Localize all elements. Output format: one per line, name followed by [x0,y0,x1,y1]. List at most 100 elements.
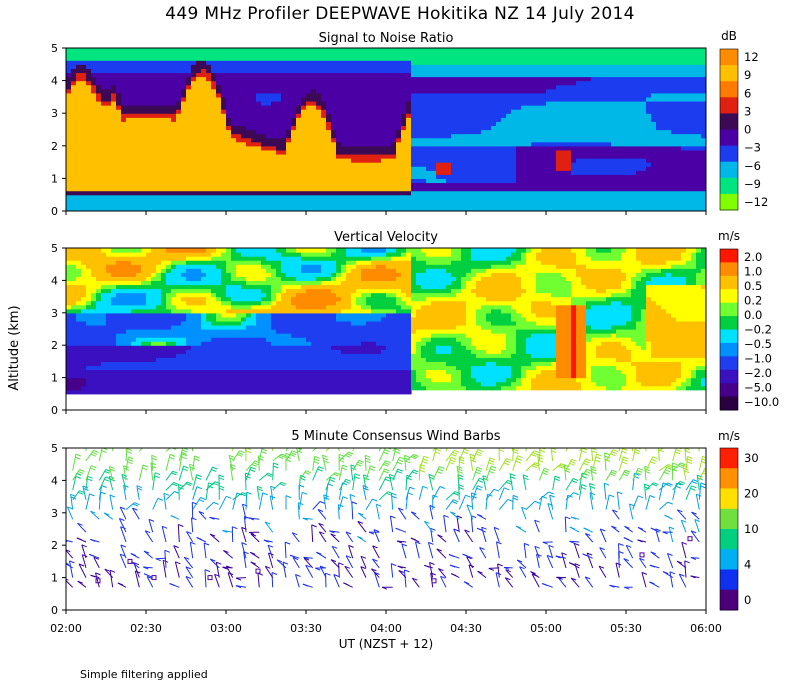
snr-cell [96,162,102,167]
snr-cell [181,48,187,53]
snr-cell [121,72,127,78]
snr-cell [246,80,252,86]
snr-cell [66,182,72,188]
snr-cell [301,158,307,163]
snr-cell [311,60,317,65]
snr-cell [361,113,367,118]
snr-cell [631,141,637,147]
snr-cell [576,198,582,204]
snr-cell [426,109,432,114]
snr-cell [161,92,167,98]
snr-cell [671,84,677,90]
snr-cell [441,80,447,86]
snr-cell [416,158,422,163]
snr-cell [671,76,677,82]
snr-cell [231,145,237,151]
snr-cell [471,109,477,114]
snr-cell [476,194,482,200]
snr-cell [511,76,517,82]
snr-cell [471,72,477,78]
snr-cell [306,141,312,147]
snr-cell [381,174,387,179]
snr-cell [111,141,117,147]
snr-cell [86,202,92,208]
snr-cell [486,80,492,86]
snr-cell [96,96,102,102]
snr-cell [516,52,522,57]
snr-cell [491,166,497,171]
snr-cell [641,56,647,61]
snr-cell [441,60,447,65]
snr-cell [241,174,247,179]
snr-cell [651,166,657,171]
snr-cell [261,133,267,139]
snr-cell [491,96,497,102]
snr-cell [126,206,132,211]
snr-cell [566,68,572,74]
snr-cell [176,52,182,57]
snr-cell [231,92,237,98]
snr-cell [466,48,472,53]
snr-cell [646,117,652,122]
snr-cell [186,100,192,106]
snr-cell [636,109,642,114]
snr-cell [201,96,207,102]
snr-cell [341,96,347,102]
snr-cell [446,52,452,57]
snr-cell [421,117,427,122]
snr-cell [71,129,77,135]
snr-cell [596,125,602,131]
snr-cell [216,68,222,74]
snr-cell [206,68,212,74]
snr-cell [656,153,662,159]
snr-cell [481,60,487,65]
snr-cell [386,125,392,131]
snr-cell [526,105,532,110]
snr-cell [336,141,342,147]
snr-cell [316,96,322,102]
snr-cell [596,153,602,159]
snr-cell [441,133,447,139]
snr-cell [416,60,422,65]
snr-cell [91,198,97,204]
snr-cell [541,52,547,57]
snr-cell [211,84,217,90]
snr-cell [626,133,632,139]
snr-cell [496,100,502,106]
snr-cell [491,121,497,127]
snr-cell [356,141,362,147]
snr-cell [276,80,282,86]
snr-cell [201,202,207,208]
snr-cell [81,76,87,82]
snr-cell [341,162,347,167]
snr-cell [591,121,597,127]
snr-cell [686,194,692,200]
snr-cell [191,174,197,179]
snr-cell [586,56,592,61]
snr-cell [601,100,607,106]
snr-cell [146,48,152,53]
snr-cell [616,170,622,175]
snr-cell [91,121,97,127]
snr-cell [71,137,77,143]
snr-cell [461,145,467,151]
snr-cell [686,174,692,179]
snr-cell [356,190,362,196]
snr-cell [586,92,592,98]
snr-cell [341,133,347,139]
snr-cell [661,117,667,122]
snr-cell [331,76,337,82]
snr-cell [316,60,322,65]
snr-cell [386,52,392,57]
snr-cell [261,162,267,167]
snr-cell [536,190,542,196]
snr-cell [406,125,412,131]
snr-cell [501,72,507,78]
snr-cell [451,186,457,192]
snr-cell [181,145,187,151]
snr-cell [136,56,142,61]
snr-cell [656,68,662,74]
snr-cell [126,88,132,94]
snr-cell [301,149,307,155]
snr-cell [516,137,522,143]
